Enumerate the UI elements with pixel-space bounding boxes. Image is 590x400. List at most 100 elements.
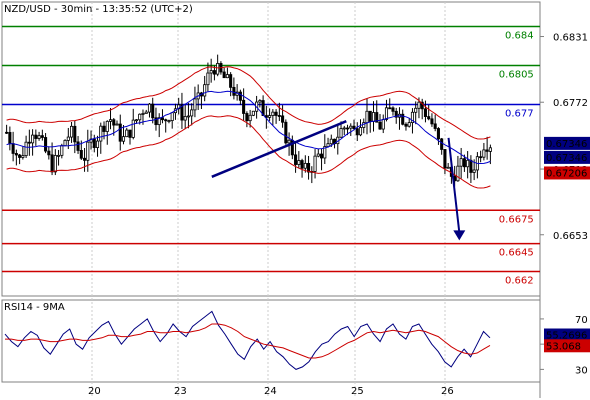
candle-body	[229, 74, 233, 88]
candle-body	[456, 165, 460, 182]
candle-body	[102, 125, 106, 132]
candle-body	[384, 107, 389, 120]
candle-body	[203, 84, 207, 97]
candle-body	[76, 141, 80, 151]
candle-body	[128, 129, 132, 138]
candle-body	[193, 98, 197, 111]
candle-body	[73, 125, 77, 143]
candle-body	[141, 113, 145, 115]
candle-body	[18, 154, 22, 158]
candle-body	[368, 110, 372, 122]
candle-body	[183, 116, 187, 121]
candle-body	[294, 154, 298, 165]
candle-body	[420, 101, 424, 110]
candle-body	[225, 74, 229, 79]
candle-body	[410, 111, 414, 123]
level-label: 0.662	[505, 276, 534, 287]
chart-title: NZD/USD - 30min - 13:35:52 (UTC+2)	[4, 4, 193, 15]
candle-body	[349, 125, 353, 129]
candle-body	[99, 125, 103, 142]
price-badge	[544, 150, 590, 164]
candle-body	[144, 111, 148, 114]
forecast-arrow-head	[453, 230, 466, 241]
candle-body	[352, 125, 356, 130]
candle-body	[238, 91, 242, 101]
candle-body	[167, 120, 171, 122]
candle-body	[154, 117, 158, 126]
candle-body	[378, 121, 382, 130]
level-label-bg	[496, 212, 538, 225]
candle-body	[95, 140, 100, 148]
candle-body	[209, 70, 213, 74]
candle-body	[47, 150, 51, 156]
trendline	[211, 120, 347, 178]
price-badge-label: 0.67346	[546, 139, 587, 150]
candle-body	[268, 115, 272, 118]
candle-body	[297, 160, 301, 165]
candle-body	[206, 72, 210, 86]
x-tick-label: 24	[264, 386, 277, 397]
y-tick-label: 0.6831	[553, 33, 588, 44]
candle-body	[115, 123, 119, 126]
candle-body	[307, 162, 311, 173]
candle-body	[53, 155, 57, 173]
candle-body	[27, 141, 31, 144]
candle-body	[485, 149, 489, 152]
candle-body	[190, 109, 194, 117]
level-label: 0.6805	[499, 69, 534, 80]
candle-body	[57, 154, 61, 157]
candle-body	[50, 154, 54, 173]
level-label-bg	[496, 245, 538, 258]
y-tick-label: 0.6772	[553, 98, 588, 109]
moving-average-line	[6, 90, 491, 165]
candle-body	[138, 113, 142, 121]
candle-body	[131, 119, 135, 138]
level-label: 0.6675	[499, 214, 534, 225]
candle-body	[375, 112, 379, 123]
candle-body	[79, 150, 83, 159]
candle-body	[462, 158, 466, 168]
candle-body	[358, 127, 363, 136]
candle-body	[83, 157, 87, 161]
level-label: 0.6645	[499, 248, 534, 259]
candle-body	[70, 125, 74, 138]
candle-body	[147, 103, 152, 113]
candle-body	[271, 111, 275, 116]
candle-body	[21, 155, 25, 158]
candle-body	[355, 128, 359, 136]
candle-body	[320, 153, 324, 159]
candle-body	[446, 166, 450, 169]
candle-body	[313, 155, 317, 172]
candle-body	[40, 135, 44, 138]
candle-body	[436, 128, 440, 140]
level-label: 0.684	[505, 31, 534, 42]
candle-body	[170, 112, 174, 121]
level-label-bg	[496, 67, 538, 80]
candle-body	[232, 86, 236, 96]
candle-body	[417, 101, 421, 109]
forecast-arrow-shaft	[447, 137, 461, 233]
candle-body	[251, 110, 255, 116]
candle-body	[287, 139, 291, 144]
candle-body	[300, 160, 304, 169]
candle-body	[8, 132, 12, 144]
candle-body	[121, 136, 126, 142]
candle-body	[112, 119, 116, 126]
candle-body	[323, 146, 327, 159]
candle-body	[105, 120, 109, 132]
rsi-y-tick-label: 70	[575, 315, 588, 326]
candle-body	[381, 119, 385, 130]
candle-body	[433, 123, 437, 129]
candle-body	[164, 119, 168, 122]
candle-body	[245, 113, 249, 122]
candle-body	[466, 159, 470, 168]
candle-body	[186, 115, 190, 118]
candle-body	[151, 103, 155, 119]
candle-body	[401, 113, 405, 125]
candle-body	[482, 149, 486, 158]
candle-body	[404, 123, 408, 127]
candle-body	[125, 129, 129, 138]
candle-body	[66, 136, 70, 141]
x-tick-label: 26	[441, 386, 454, 397]
